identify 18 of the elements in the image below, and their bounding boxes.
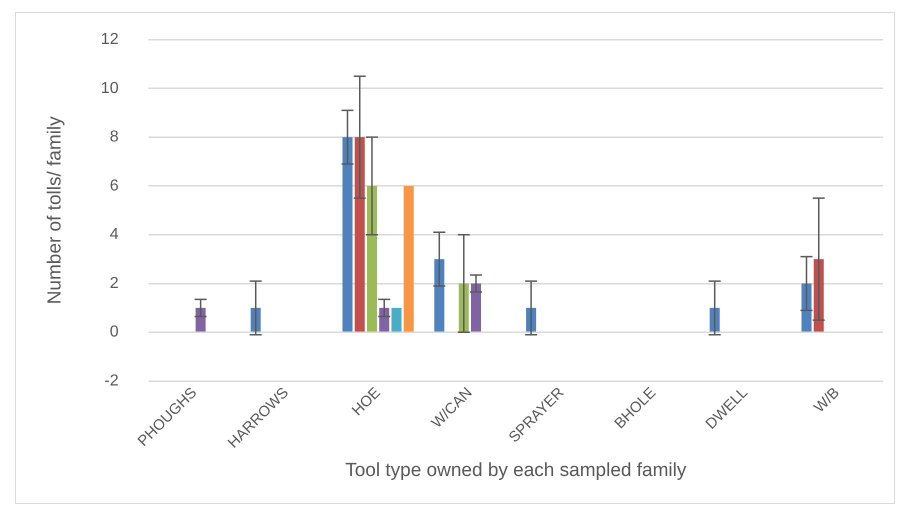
bar	[366, 186, 377, 332]
bar	[391, 308, 402, 332]
y-tick-label: -2	[104, 372, 119, 390]
y-tick-label: 0	[110, 324, 119, 341]
y-tick-label: 4	[110, 226, 119, 244]
x-axis-title: Tool type owned by each sampled family	[345, 460, 687, 481]
bar	[342, 137, 353, 332]
y-tick-label: 2	[110, 274, 119, 292]
y-tick-label: 6	[110, 177, 119, 194]
y-tick-label: 8	[110, 128, 119, 146]
bar	[354, 137, 365, 332]
y-tick-label: 12	[100, 31, 119, 48]
y-axis-title: Number of tolls/ family	[44, 116, 66, 304]
bar	[471, 284, 482, 332]
x-tick-label: W/B	[810, 384, 843, 416]
y-tick-label: 10	[100, 80, 119, 97]
bar	[434, 259, 444, 332]
bar	[404, 186, 414, 332]
